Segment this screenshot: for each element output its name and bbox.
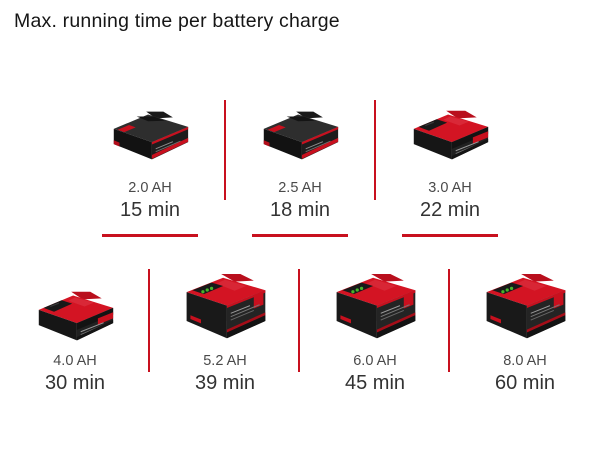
capacity-label: 8.0 AH	[503, 353, 547, 369]
battery-row-1: 2.0 AH 15 min 2.5 AH 18 min 3.0 AH 22 mi…	[75, 88, 525, 238]
runtime-value: 22 min	[419, 199, 481, 222]
accent-underline	[252, 234, 348, 238]
battery-image	[254, 88, 346, 166]
runtime-value: 39 min	[194, 372, 256, 395]
battery-small-black-icon	[263, 111, 339, 160]
divider-vertical	[224, 100, 226, 200]
battery-item-2-0ah: 2.0 AH 15 min	[75, 88, 225, 238]
battery-small-red-icon	[413, 110, 489, 160]
runtime-value: 30 min	[44, 372, 106, 395]
battery-row-2: 4.0 AH 30 min 5.2 AH 39 min 6.0 AH 45 mi…	[0, 252, 600, 395]
accent-underline	[402, 234, 498, 238]
battery-image	[404, 88, 496, 166]
divider-vertical	[298, 269, 300, 372]
battery-item-5-2ah: 5.2 AH 39 min	[150, 252, 300, 395]
capacity-label: 3.0 AH	[428, 180, 472, 196]
accent-underline	[102, 234, 198, 238]
capacity-label: 2.0 AH	[128, 180, 172, 196]
capacity-label: 6.0 AH	[353, 353, 397, 369]
battery-image	[29, 252, 121, 347]
runtime-value: 15 min	[119, 199, 181, 222]
battery-image	[477, 252, 573, 347]
divider-vertical	[148, 269, 150, 372]
battery-tall-red-icon	[336, 273, 416, 339]
runtime-value: 45 min	[344, 372, 406, 395]
battery-image	[327, 252, 423, 347]
battery-item-3-0ah: 3.0 AH 22 min	[375, 88, 525, 238]
battery-small-black-icon	[113, 111, 189, 160]
capacity-label: 4.0 AH	[53, 353, 97, 369]
battery-tall-red-icon	[486, 273, 566, 339]
battery-item-8-0ah: 8.0 AH 60 min	[450, 252, 600, 395]
battery-image	[104, 88, 196, 166]
runtime-value: 18 min	[269, 199, 331, 222]
battery-tall-red-icon	[186, 273, 266, 339]
battery-item-4-0ah: 4.0 AH 30 min	[0, 252, 150, 395]
page-title: Max. running time per battery charge	[14, 10, 340, 32]
divider-vertical	[374, 100, 376, 200]
capacity-label: 2.5 AH	[278, 180, 322, 196]
capacity-label: 5.2 AH	[203, 353, 247, 369]
battery-item-2-5ah: 2.5 AH 18 min	[225, 88, 375, 238]
battery-item-6-0ah: 6.0 AH 45 min	[300, 252, 450, 395]
divider-vertical	[448, 269, 450, 372]
battery-small-red-icon	[38, 291, 114, 341]
runtime-value: 60 min	[494, 372, 556, 395]
battery-image	[177, 252, 273, 347]
